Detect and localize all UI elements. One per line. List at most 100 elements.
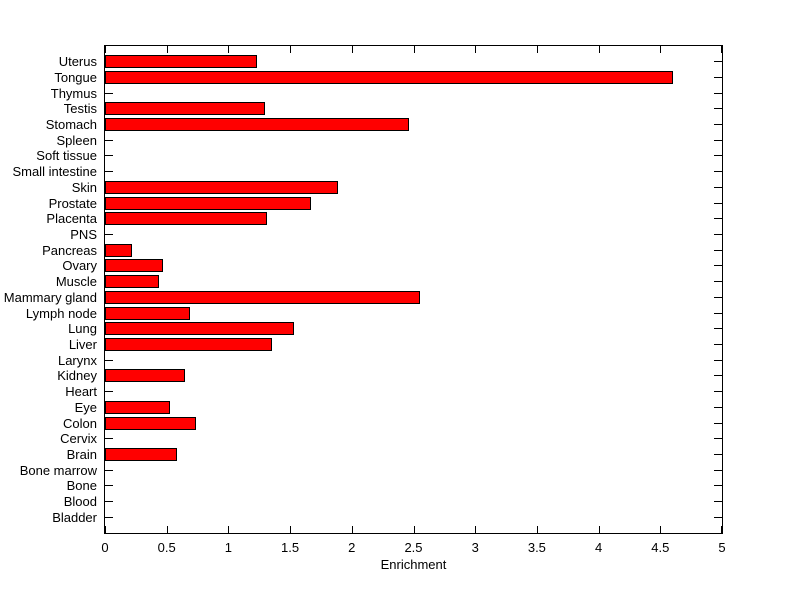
y-tick-right — [714, 265, 722, 267]
zero-value-dash — [105, 171, 113, 173]
x-tick-bottom — [105, 526, 106, 533]
y-tick-right — [714, 359, 722, 361]
zero-value-dash — [105, 234, 113, 236]
zero-value-dash — [105, 155, 113, 157]
zero-value-dash — [105, 92, 113, 94]
x-tick-label: 1 — [224, 540, 232, 555]
y-tick-right — [714, 218, 722, 220]
y-tick-right — [714, 61, 722, 63]
y-tick-label: Skin — [71, 179, 97, 195]
bar-eye — [105, 400, 171, 414]
y-tick-label: Blood — [63, 494, 97, 510]
y-tick-right — [714, 406, 722, 408]
x-tick-bottom — [721, 526, 722, 533]
x-tick-top — [105, 46, 106, 53]
y-tick-right — [714, 171, 722, 173]
x-tick-top — [598, 46, 600, 53]
x-tick-top — [475, 46, 477, 53]
y-tick-label: Bone — [66, 478, 97, 494]
bar-lung — [105, 322, 294, 336]
zero-value-dash — [105, 501, 113, 503]
y-tick-label: Tongue — [54, 69, 97, 85]
zero-value-dash — [105, 485, 113, 487]
bar-skin — [105, 180, 339, 194]
x-tick-label: 3.5 — [527, 540, 546, 555]
y-tick-label: Liver — [68, 336, 97, 352]
x-tick-bottom — [290, 526, 292, 533]
x-tick-label: 3 — [471, 540, 479, 555]
x-tick-label: 5 — [718, 540, 726, 555]
y-tick-right — [714, 516, 722, 518]
y-tick-label: Stomach — [45, 117, 97, 133]
bar-brain — [105, 447, 177, 461]
y-tick-right — [714, 139, 722, 141]
y-tick-label: Kidney — [57, 368, 97, 384]
bar-prostate — [105, 196, 312, 210]
y-tick-right — [714, 501, 722, 503]
x-tick-bottom — [351, 526, 353, 533]
x-tick-top — [290, 46, 292, 53]
zero-value-dash — [105, 139, 113, 141]
x-tick-top — [536, 46, 538, 53]
y-tick-label: Ovary — [62, 258, 97, 274]
plot-area — [104, 45, 723, 534]
y-tick-right — [714, 391, 722, 393]
y-tick-right — [714, 453, 722, 455]
y-tick-right — [714, 343, 722, 345]
y-tick-right — [714, 422, 722, 424]
bar-placenta — [105, 212, 267, 226]
y-tick-right — [714, 108, 722, 110]
y-tick-right — [714, 124, 722, 126]
y-tick-right — [714, 328, 722, 330]
y-tick-right — [714, 469, 722, 471]
bar-ovary — [105, 259, 163, 273]
bar-uterus — [105, 55, 257, 69]
y-tick-label: Bladder — [52, 509, 97, 525]
x-tick-bottom — [475, 526, 477, 533]
y-tick-right — [714, 155, 722, 157]
x-tick-label: 4.5 — [651, 540, 670, 555]
bar-mammary-gland — [105, 290, 420, 304]
x-tick-top — [413, 46, 415, 53]
zero-value-dash — [105, 359, 113, 361]
y-tick-right — [714, 202, 722, 204]
y-tick-label: Prostate — [48, 195, 97, 211]
y-tick-right — [714, 281, 722, 283]
bar-colon — [105, 416, 197, 430]
y-tick-label: Bone marrow — [19, 462, 97, 478]
x-tick-label: 2 — [348, 540, 356, 555]
y-tick-label: Spleen — [56, 132, 97, 148]
x-tick-label: 0.5 — [157, 540, 176, 555]
x-tick-bottom — [598, 526, 600, 533]
bar-tongue — [105, 70, 673, 84]
x-tick-label: 2.5 — [404, 540, 423, 555]
y-tick-right — [714, 186, 722, 188]
y-tick-label: Lymph node — [25, 305, 97, 321]
bar-muscle — [105, 275, 160, 289]
x-tick-bottom — [228, 526, 230, 533]
y-tick-right — [714, 76, 722, 78]
y-tick-label: Cervix — [60, 431, 97, 447]
y-tick-label: Colon — [63, 415, 97, 431]
y-tick-label: Brain — [66, 446, 97, 462]
bar-kidney — [105, 369, 186, 383]
x-tick-bottom — [413, 526, 415, 533]
y-tick-label: Small intestine — [12, 164, 97, 180]
bar-liver — [105, 337, 272, 351]
bar-lymph-node — [105, 306, 191, 320]
y-tick-right — [714, 375, 722, 377]
x-tick-label: 4 — [594, 540, 603, 555]
y-tick-label: Thymus — [50, 85, 97, 101]
zero-value-dash — [105, 438, 113, 440]
zero-value-dash — [105, 391, 113, 393]
x-tick-bottom — [166, 526, 168, 533]
bar-pancreas — [105, 243, 133, 257]
x-tick-label: 1.5 — [281, 540, 300, 555]
y-tick-label: Heart — [65, 384, 97, 400]
x-tick-top — [166, 46, 168, 53]
x-tick-top — [721, 46, 722, 53]
bar-testis — [105, 102, 266, 116]
y-tick-label: Larynx — [57, 352, 97, 368]
x-tick-top — [228, 46, 230, 53]
y-tick-label: Lung — [68, 321, 97, 337]
